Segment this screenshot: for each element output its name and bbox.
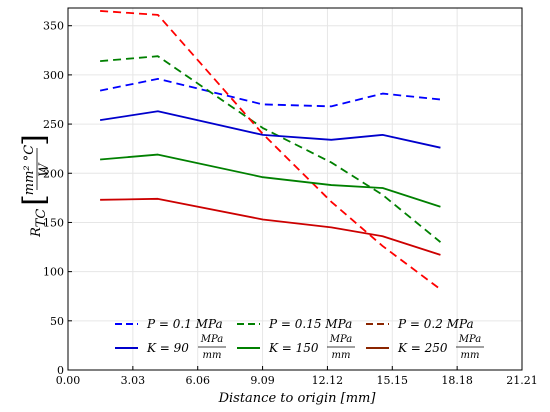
y-tick-label: 150 — [43, 216, 64, 229]
y-tick-label: 200 — [43, 167, 64, 180]
x-tick-label: 21.21 — [506, 374, 538, 387]
legend-frac-den-k90: mm — [203, 350, 222, 361]
legend-frac-num-k250: MPa — [458, 334, 482, 345]
legend-frac-num-k150: MPa — [329, 334, 353, 345]
legend: P = 0.1 MPa P = 0.15 MPa P = 0.2 MPa K =… — [115, 317, 484, 361]
legend-label-p01: P = 0.1 MPa — [146, 317, 223, 331]
legend-label-p015: P = 0.15 MPa — [268, 317, 352, 331]
x-axis-title: Distance to origin [mm] — [218, 391, 377, 406]
x-tick-label: 15.15 — [377, 374, 409, 387]
legend-label-p02: P = 0.2 MPa — [397, 317, 474, 331]
y-tick-label: 300 — [43, 69, 64, 82]
x-tick-label: 6.06 — [185, 374, 210, 387]
series-line-5 — [100, 197, 441, 256]
y-tick-label: 350 — [43, 20, 64, 33]
y-axis-unit-numerator: mm² °C — [22, 145, 37, 195]
legend-label-k250: K = 250 — [397, 341, 448, 355]
legend-frac-den-k250: mm — [461, 350, 480, 361]
legend-label-k150: K = 150 — [268, 341, 319, 355]
y-axis-symbol: R — [29, 227, 44, 238]
grid — [67, 8, 523, 371]
y-axis-right-bracket: ] — [17, 134, 52, 146]
plot-frame — [67, 7, 523, 371]
legend-frac-den-k150: mm — [332, 350, 351, 361]
legend-label-k90: K = 90 — [146, 341, 189, 355]
y-axis-title: R TC [ mm² °C W ] — [17, 134, 52, 238]
x-tick-label: 3.03 — [121, 374, 146, 387]
x-tick-label: 9.09 — [250, 374, 275, 387]
legend-frac-num-k90: MPa — [200, 334, 224, 345]
series-line-3 — [99, 110, 441, 149]
y-axis-subscript: TC — [34, 209, 49, 228]
y-tick-label: 250 — [43, 118, 64, 131]
y-tick-label: 100 — [43, 266, 64, 279]
series-line-0 — [99, 77, 441, 108]
y-axis-left-bracket: [ — [17, 194, 52, 206]
x-tick-label: 18.18 — [441, 374, 473, 387]
series-line-1 — [100, 55, 442, 243]
y-axis-unit-denominator: W — [37, 162, 52, 177]
series-lines — [99, 10, 442, 291]
series-line-4 — [100, 153, 441, 208]
axes: 0.00 3.03 6.06 9.09 12.12 15.15 18.18 21.21 0 50 1… — [43, 7, 538, 387]
y-tick-label: 0 — [57, 364, 64, 377]
series-line-2 — [100, 10, 441, 291]
x-tick-label: 0.00 — [56, 374, 81, 387]
x-tick-label: 12.12 — [312, 374, 344, 387]
y-tick-label: 50 — [50, 315, 64, 328]
